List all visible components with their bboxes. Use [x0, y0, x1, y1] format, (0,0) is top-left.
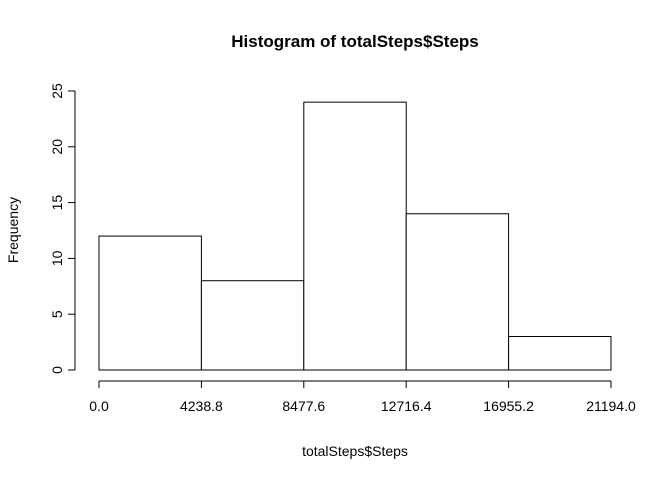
y-axis-label: Frequency: [5, 197, 21, 263]
y-tick-label-2: 10: [49, 250, 65, 266]
x-tick-label-2: 8477.6: [282, 398, 325, 414]
x-axis: 0.0 4238.8 8477.6 12716.4 16955.2 21194.0: [89, 380, 636, 414]
histogram-bar-3: [405, 213, 510, 371]
y-tick-label-4: 20: [49, 139, 65, 155]
y-axis: 0 5 10 15 20 25: [49, 83, 76, 374]
x-tick-label-3: 12716.4: [381, 398, 432, 414]
y-tick-label-1: 5: [49, 310, 65, 318]
x-tick-label-5: 21194.0: [586, 398, 636, 414]
x-tick-label-4: 16955.2: [483, 398, 534, 414]
histogram-bar-4: [508, 336, 612, 371]
chart-title: Histogram of totalSteps$Steps: [231, 32, 479, 51]
histogram-bar-0: [98, 235, 202, 371]
histogram-bar-1: [200, 280, 305, 371]
x-tick-label-1: 4238.8: [180, 398, 223, 414]
y-tick-label-5: 25: [49, 83, 65, 99]
x-axis-label: totalSteps$Steps: [302, 443, 408, 459]
histogram-bar-2: [303, 101, 407, 371]
y-tick-label-0: 0: [49, 366, 65, 374]
x-tick-label-0: 0.0: [89, 398, 109, 414]
y-tick-label-3: 15: [49, 195, 65, 211]
bars-group: [98, 101, 612, 371]
